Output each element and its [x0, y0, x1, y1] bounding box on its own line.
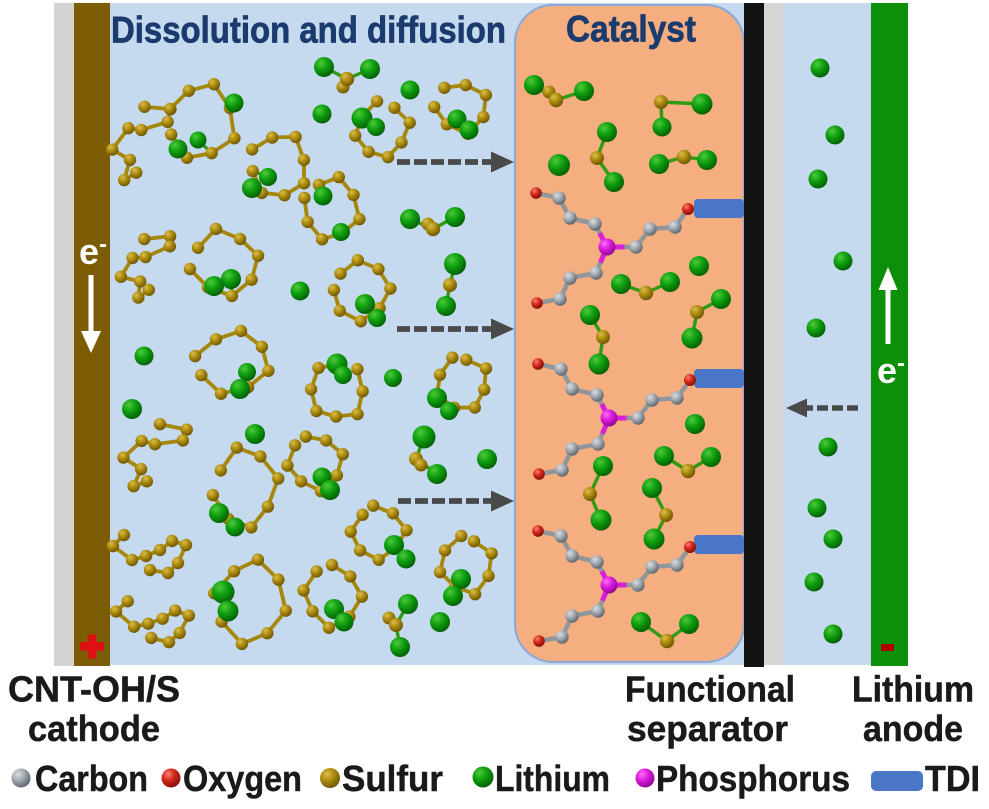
svg-text:Phosphorus: Phosphorus: [656, 758, 850, 799]
svg-text:Functional: Functional: [625, 669, 795, 710]
svg-text:Dissolution and diffusion: Dissolution and diffusion: [111, 10, 506, 51]
svg-text:Lithium: Lithium: [495, 758, 610, 799]
svg-text:CNT-OH/S: CNT-OH/S: [8, 669, 180, 710]
svg-text:cathode: cathode: [28, 708, 160, 749]
svg-text:Catalyst: Catalyst: [566, 9, 696, 50]
svg-text:Carbon: Carbon: [35, 758, 148, 799]
svg-text:separator: separator: [627, 708, 788, 749]
svg-text:Oxygen: Oxygen: [183, 758, 302, 799]
svg-text:TDI: TDI: [925, 758, 980, 799]
svg-text:Sulfur: Sulfur: [342, 758, 443, 799]
svg-text:Lithium: Lithium: [852, 669, 974, 710]
svg-text:anode: anode: [863, 708, 963, 749]
